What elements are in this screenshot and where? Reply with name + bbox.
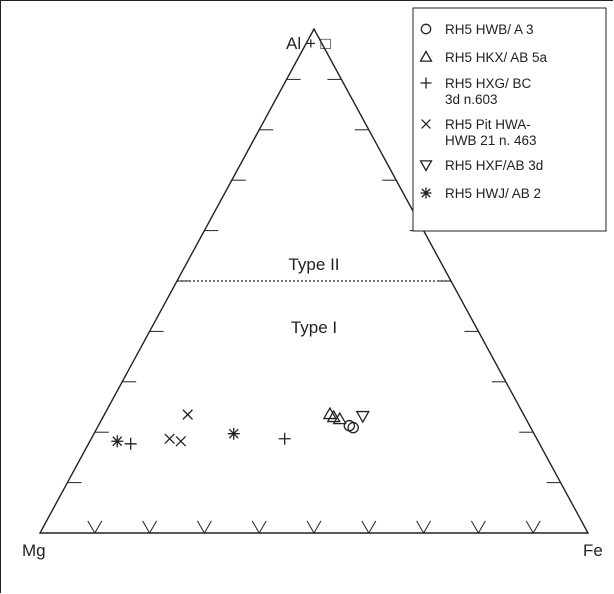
legend-entry-6-label: RH5 HWJ/ AB 2	[445, 186, 541, 201]
tick-bottom	[470, 520, 479, 534]
legend-symbol-circle	[420, 23, 432, 35]
vertex-label-right: Fe	[583, 541, 603, 560]
data-point-cross	[164, 433, 175, 445]
vertex-label-left: Mg	[22, 541, 46, 560]
region-label-type-i: Type I	[291, 318, 337, 337]
tick-bottom	[306, 520, 315, 534]
legend-entry-1-label: RH5 HWB/ A 3	[445, 22, 534, 37]
data-points	[111, 406, 370, 450]
tick-bottom	[258, 520, 267, 534]
data-point-cross	[182, 409, 193, 420]
legend-entry-4-label: RH5 Pit HWA-	[445, 117, 531, 132]
tick-bottom	[196, 520, 205, 534]
legend-symbol-plus	[420, 77, 432, 89]
data-point-cross	[175, 436, 187, 447]
tick-bottom	[416, 520, 425, 534]
data-point-circle	[347, 421, 359, 434]
tick-marks	[67, 78, 561, 534]
tick-bottom	[94, 520, 103, 534]
legend-symbol-asterisk	[420, 187, 432, 199]
legend-entry-3-label-cont: 3d n.603	[445, 92, 498, 107]
tick-bottom	[142, 520, 151, 534]
data-point-triangle-down	[355, 410, 370, 424]
data-point-asterisk	[227, 427, 240, 440]
tick-bottom	[313, 520, 322, 534]
legend-entry-2-label: RH5 HKX/ AB 5a	[445, 50, 548, 65]
legend-entry-3-label: RH5 HXG/ BC	[445, 76, 532, 91]
data-point-plus	[124, 437, 137, 450]
tick-bottom	[477, 520, 486, 534]
tick-bottom	[423, 520, 432, 534]
legend: RH5 HWB/ A 3 RH5 HKX/ AB 5a RH5 HXG/ BC …	[412, 7, 607, 232]
legend-symbol-cross	[421, 119, 431, 129]
tick-bottom	[361, 520, 370, 534]
vertex-label-top: Al + □	[286, 34, 331, 53]
tick-bottom	[149, 520, 158, 534]
tick-bottom	[87, 520, 96, 534]
data-point-triangle-up	[332, 411, 347, 425]
region-label-type-ii: Type II	[288, 255, 339, 274]
legend-entry-5-label: RH5 HXF/AB 3d	[445, 158, 543, 173]
tick-bottom	[368, 520, 377, 534]
data-point-asterisk	[111, 435, 124, 448]
tick-bottom	[251, 520, 260, 534]
legend-symbol-triangle-down	[419, 160, 433, 172]
tick-bottom	[532, 520, 541, 534]
legend-box	[412, 7, 607, 232]
tick-bottom	[525, 520, 534, 534]
legend-symbols	[419, 23, 433, 199]
tick-bottom	[203, 520, 212, 534]
legend-symbol-triangle-up	[419, 50, 433, 62]
data-point-plus	[278, 432, 291, 445]
data-point-triangle-up	[326, 409, 341, 423]
legend-entry-4-label-cont: HWB 21 n. 463	[445, 133, 537, 148]
